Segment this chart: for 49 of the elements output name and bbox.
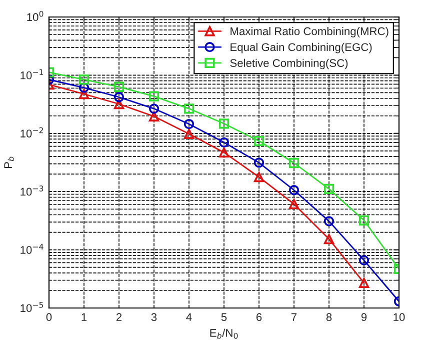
y-tick-label: 10$^{−1}$ <box>20 69 44 80</box>
x-tick-label: 0 <box>46 313 52 322</box>
x-tick-label: 10 <box>394 313 405 322</box>
point <box>254 172 264 182</box>
point <box>114 98 124 110</box>
y-tick-label: 10$^{0}$ <box>27 10 44 22</box>
point <box>78 74 90 85</box>
y-tick-label: 10$^{−3}$ <box>20 186 44 196</box>
x-tick-label: 9 <box>361 313 367 322</box>
point <box>184 128 194 139</box>
point <box>148 104 160 114</box>
x-tick-label: 3 <box>151 313 157 322</box>
point <box>114 82 124 92</box>
point <box>218 137 230 148</box>
x-tick-label: 2 <box>116 313 122 321</box>
x-tick-label: 5 <box>221 313 227 322</box>
point <box>358 215 370 226</box>
point <box>184 118 194 130</box>
point <box>324 234 334 244</box>
point <box>254 158 264 168</box>
x-tick-label: 8 <box>326 313 332 322</box>
y-tick-label: 10$^{−2}$ <box>20 127 43 138</box>
legend-label: Seletive Combining(SC) <box>230 58 348 70</box>
point <box>184 104 194 114</box>
point <box>288 158 300 168</box>
x-axis-title: E$_{b}$/N$_{0}$ <box>210 328 238 339</box>
y-tick-label: 10$^{−5}$ <box>20 302 44 312</box>
y-axis-title: P$_{b}$ <box>4 156 14 168</box>
x-tick-label: 1 <box>82 313 87 321</box>
legend-label: Equal Gain Combining(EGC) <box>230 42 372 54</box>
point <box>324 184 334 194</box>
point <box>358 255 370 266</box>
x-tick-label: 6 <box>256 313 262 322</box>
x-tick-label: 4 <box>186 313 192 321</box>
point <box>254 136 264 146</box>
point <box>288 185 300 196</box>
point <box>324 216 334 226</box>
point <box>78 88 90 100</box>
point <box>218 147 230 158</box>
x-tick-label: 7 <box>291 313 297 321</box>
point <box>148 91 160 102</box>
y-tick-label: 10$^{−4}$ <box>20 244 44 254</box>
point <box>218 118 230 129</box>
point <box>288 199 300 210</box>
point <box>78 82 90 93</box>
point <box>114 92 124 102</box>
point <box>358 278 370 288</box>
legend-label: Maximal Ratio Combining(MRC) <box>230 27 388 38</box>
point <box>148 111 160 122</box>
